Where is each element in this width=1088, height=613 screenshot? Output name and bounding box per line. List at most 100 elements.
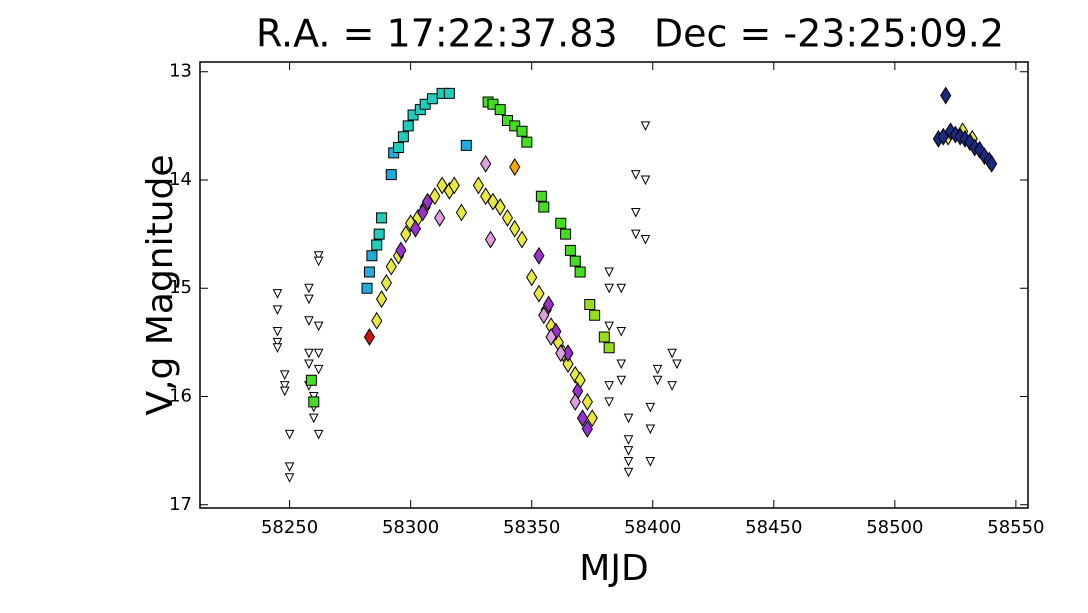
data-point bbox=[279, 381, 290, 391]
data-point bbox=[616, 327, 627, 337]
data-point bbox=[395, 241, 407, 260]
data-point bbox=[538, 201, 550, 213]
data-point bbox=[429, 187, 441, 206]
data-point bbox=[623, 446, 634, 456]
data-point bbox=[284, 429, 295, 440]
data-point bbox=[304, 294, 314, 305]
data-point bbox=[645, 456, 656, 467]
x-tick-label: 58350 bbox=[503, 517, 560, 538]
data-point bbox=[526, 268, 538, 287]
plot-frame bbox=[199, 61, 1029, 509]
data-point bbox=[509, 219, 521, 238]
data-point bbox=[576, 409, 589, 428]
data-point bbox=[308, 396, 320, 408]
data-point bbox=[543, 295, 555, 314]
data-point bbox=[421, 192, 434, 211]
data-point bbox=[569, 365, 581, 384]
data-point bbox=[535, 190, 547, 202]
data-point bbox=[494, 198, 506, 217]
data-point bbox=[402, 120, 414, 132]
data-point bbox=[652, 364, 663, 375]
data-point bbox=[366, 250, 378, 262]
data-point bbox=[304, 283, 314, 294]
data-point bbox=[304, 348, 314, 359]
data-point bbox=[380, 273, 393, 292]
data-point bbox=[616, 359, 627, 370]
data-point bbox=[304, 316, 314, 326]
data-point bbox=[623, 456, 634, 467]
data-point bbox=[560, 228, 572, 240]
data-point bbox=[978, 147, 991, 166]
data-point bbox=[964, 133, 976, 152]
y-axis-label: V,g Magnitude bbox=[140, 154, 181, 415]
data-point bbox=[363, 266, 375, 278]
data-point bbox=[385, 169, 397, 181]
data-point bbox=[645, 402, 656, 413]
data-point bbox=[623, 467, 634, 478]
y-tick-label: 17 bbox=[169, 494, 192, 515]
data-point bbox=[640, 235, 651, 245]
y-tick-label: 14 bbox=[169, 169, 192, 190]
data-point bbox=[308, 413, 319, 424]
data-point bbox=[586, 409, 598, 428]
data-point bbox=[640, 175, 651, 186]
data-point bbox=[409, 219, 422, 238]
data-point bbox=[574, 266, 586, 278]
data-point bbox=[417, 203, 429, 222]
data-point bbox=[667, 381, 677, 391]
x-tick-label: 58300 bbox=[382, 517, 439, 538]
data-point bbox=[484, 230, 497, 249]
data-point bbox=[555, 344, 567, 363]
data-point bbox=[434, 208, 446, 227]
data-point bbox=[603, 342, 615, 354]
data-point bbox=[313, 364, 324, 375]
data-point bbox=[272, 327, 283, 337]
data-point bbox=[538, 306, 550, 325]
data-point bbox=[426, 93, 438, 105]
data-point bbox=[436, 176, 448, 195]
data-point bbox=[279, 370, 290, 380]
data-point bbox=[509, 158, 521, 176]
data-point bbox=[455, 203, 468, 222]
data-point bbox=[584, 298, 596, 310]
data-point bbox=[667, 348, 677, 359]
x-tick-label: 58550 bbox=[987, 517, 1044, 538]
data-point bbox=[604, 267, 614, 278]
data-point bbox=[604, 381, 614, 391]
y-tick-label: 15 bbox=[169, 277, 192, 298]
data-point bbox=[272, 337, 283, 348]
data-point bbox=[604, 397, 614, 408]
data-point bbox=[272, 289, 283, 299]
data-point bbox=[313, 256, 324, 267]
data-point bbox=[616, 375, 627, 386]
data-point bbox=[604, 321, 614, 332]
data-point bbox=[393, 142, 405, 154]
data-point bbox=[443, 87, 455, 99]
data-point bbox=[373, 228, 385, 240]
data-point bbox=[480, 187, 492, 206]
data-point bbox=[937, 127, 949, 146]
data-point bbox=[305, 374, 317, 386]
data-point bbox=[313, 429, 324, 440]
x-tick-label: 58500 bbox=[866, 517, 923, 538]
data-point bbox=[385, 257, 397, 276]
data-point bbox=[376, 212, 388, 224]
data-point bbox=[564, 244, 576, 256]
data-point bbox=[562, 344, 574, 363]
data-point bbox=[400, 225, 412, 244]
data-point bbox=[284, 462, 295, 472]
data-point bbox=[581, 420, 593, 438]
data-point bbox=[589, 309, 601, 321]
data-point bbox=[562, 355, 574, 373]
data-point bbox=[623, 435, 634, 445]
data-point bbox=[279, 386, 290, 397]
data-point bbox=[397, 131, 409, 143]
data-point bbox=[494, 104, 506, 116]
data-point bbox=[545, 328, 557, 346]
data-point bbox=[472, 176, 485, 195]
data-point bbox=[371, 239, 383, 251]
data-point bbox=[652, 375, 663, 386]
data-point bbox=[313, 321, 324, 332]
data-point bbox=[569, 255, 581, 267]
